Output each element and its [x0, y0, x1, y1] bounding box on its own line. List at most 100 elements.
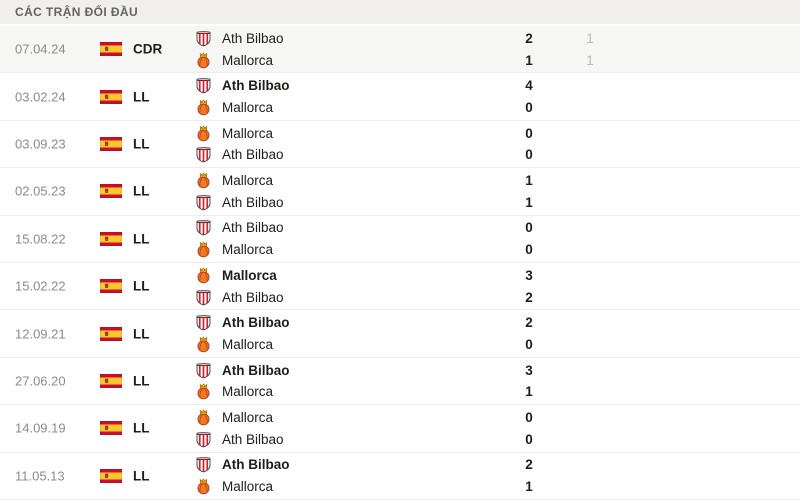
- team-line: Mallorca 3: [195, 266, 800, 285]
- ath-bilbao-crest-icon: [195, 289, 212, 306]
- team-score: 1: [525, 172, 533, 188]
- spain-flag-icon: [100, 469, 122, 483]
- mallorca-crest-icon: [195, 172, 212, 189]
- ath-bilbao-crest-icon: [195, 30, 212, 47]
- team-lines: Mallorca 3 Ath Bilbao 2: [195, 263, 800, 309]
- team-name: Mallorca: [222, 172, 274, 188]
- mallorca-crest-icon: [195, 267, 212, 284]
- competition-label: LL: [133, 231, 150, 247]
- match-row[interactable]: 07.04.24 CDR Ath Bilbao 2 1 Mallorca 1 1: [0, 26, 800, 74]
- mallorca-crest-icon: [195, 99, 212, 116]
- team-lines: Ath Bilbao 2 Mallorca 0: [195, 310, 800, 356]
- team-score: 0: [525, 125, 533, 141]
- spain-flag-icon: [100, 42, 122, 56]
- team-lines: Mallorca 0 Ath Bilbao 0: [195, 405, 800, 451]
- competition-label: LL: [133, 420, 150, 436]
- team-name: Mallorca: [222, 267, 277, 283]
- team-line: Ath Bilbao 2: [195, 455, 800, 474]
- team-line: Mallorca 1: [195, 477, 800, 496]
- match-row[interactable]: 14.09.19 LL Mallorca 0 Ath Bilbao 0: [0, 405, 800, 453]
- team-line: Ath Bilbao 2: [195, 313, 800, 332]
- team-lines: Ath Bilbao 2 1 Mallorca 1 1: [195, 26, 800, 72]
- team-line: Ath Bilbao 3: [195, 361, 800, 380]
- match-row[interactable]: 03.02.24 LL Ath Bilbao 4 Mallorca 0: [0, 73, 800, 121]
- match-row[interactable]: 15.02.22 LL Mallorca 3 Ath Bilbao 2: [0, 262, 800, 311]
- spain-flag-icon: [100, 90, 122, 104]
- team-line: Ath Bilbao 0: [195, 218, 800, 237]
- match-row[interactable]: 27.06.20 LL Ath Bilbao 3 Mallorca 1: [0, 357, 800, 406]
- match-date: 03.09.23: [15, 136, 66, 152]
- team-score: 1: [525, 384, 533, 400]
- match-date: 15.02.22: [15, 278, 66, 294]
- mallorca-crest-icon: [195, 241, 212, 258]
- team-line: Ath Bilbao 0: [195, 145, 800, 164]
- team-score: 2: [525, 457, 533, 473]
- team-score: 4: [525, 78, 533, 94]
- competition-label: LL: [133, 326, 150, 342]
- team-score: 1: [525, 194, 533, 210]
- team-score: 0: [525, 409, 533, 425]
- match-date: 27.06.20: [15, 373, 66, 389]
- mallorca-crest-icon: [195, 52, 212, 69]
- team-lines: Mallorca 0 Ath Bilbao 0: [195, 121, 800, 167]
- team-score: 2: [525, 30, 533, 46]
- team-score: 0: [525, 147, 533, 163]
- team-score: 3: [525, 267, 533, 283]
- panel-title: CÁC TRẬN ĐỐI ĐẦU: [15, 5, 139, 19]
- match-date: 14.09.19: [15, 420, 66, 436]
- team-score: 2: [525, 315, 533, 331]
- team-lines: Ath Bilbao 2 Mallorca 1: [195, 453, 800, 499]
- team-name: Ath Bilbao: [222, 147, 284, 163]
- ath-bilbao-crest-icon: [195, 314, 212, 331]
- team-name: Ath Bilbao: [222, 78, 290, 94]
- team-name: Mallorca: [222, 336, 274, 352]
- team-name: Mallorca: [222, 99, 274, 115]
- team-score: 2: [525, 289, 533, 305]
- competition-label: CDR: [133, 41, 163, 57]
- mallorca-crest-icon: [195, 409, 212, 426]
- match-row[interactable]: 12.09.21 LL Ath Bilbao 2 Mallorca 0: [0, 310, 800, 358]
- ath-bilbao-crest-icon: [195, 219, 212, 236]
- team-name: Ath Bilbao: [222, 289, 284, 305]
- team-score: 1: [525, 52, 533, 68]
- team-lines: Ath Bilbao 4 Mallorca 0: [195, 73, 800, 119]
- team-score-secondary: 1: [586, 52, 594, 68]
- competition-label: LL: [133, 468, 150, 484]
- team-score: 0: [525, 431, 533, 447]
- team-score: 0: [525, 242, 533, 258]
- team-name: Ath Bilbao: [222, 30, 284, 46]
- team-line: Mallorca 1: [195, 171, 800, 190]
- spain-flag-icon: [100, 421, 122, 435]
- team-name: Ath Bilbao: [222, 194, 284, 210]
- team-line: Mallorca 0: [195, 98, 800, 117]
- match-date: 15.08.22: [15, 231, 66, 247]
- team-score: 0: [525, 99, 533, 115]
- mallorca-crest-icon: [195, 478, 212, 495]
- mallorca-crest-icon: [195, 336, 212, 353]
- team-name: Mallorca: [222, 479, 274, 495]
- panel-header: CÁC TRẬN ĐỐI ĐẦU: [0, 0, 800, 26]
- match-row[interactable]: 11.05.13 LL Ath Bilbao 2 Mallorca 1: [0, 452, 800, 500]
- team-score: 3: [525, 362, 533, 378]
- match-row[interactable]: 15.08.22 LL Ath Bilbao 0 Mallorca 0: [0, 215, 800, 263]
- team-line: Ath Bilbao 2 1: [195, 29, 800, 48]
- match-date: 07.04.24: [15, 41, 66, 57]
- team-name: Mallorca: [222, 52, 274, 68]
- team-name: Mallorca: [222, 242, 274, 258]
- competition-label: LL: [133, 136, 150, 152]
- ath-bilbao-crest-icon: [195, 431, 212, 448]
- team-score: 0: [525, 336, 533, 352]
- spain-flag-icon: [100, 184, 122, 198]
- competition-label: LL: [133, 278, 150, 294]
- match-row[interactable]: 03.09.23 LL Mallorca 0 Ath Bilbao 0: [0, 120, 800, 169]
- team-line: Ath Bilbao 0: [195, 430, 800, 449]
- spain-flag-icon: [100, 374, 122, 388]
- spain-flag-icon: [100, 137, 122, 151]
- team-name: Ath Bilbao: [222, 220, 284, 236]
- team-line: Mallorca 0: [195, 240, 800, 259]
- team-score: 1: [525, 479, 533, 495]
- match-date: 02.05.23: [15, 183, 66, 199]
- match-list: 07.04.24 CDR Ath Bilbao 2 1 Mallorca 1 1: [0, 26, 800, 500]
- match-row[interactable]: 02.05.23 LL Mallorca 1 Ath Bilbao 1: [0, 168, 800, 216]
